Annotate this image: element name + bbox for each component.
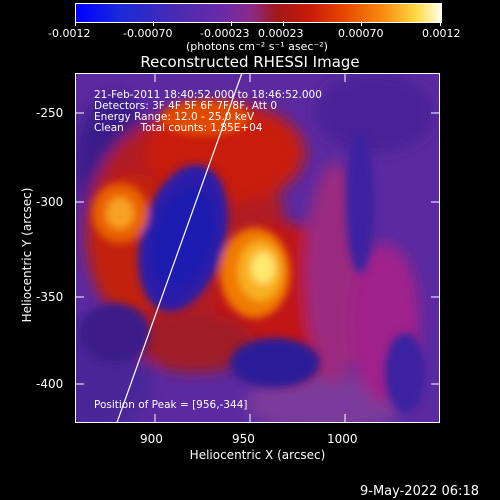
- colorbar-units: (photons cm⁻² s⁻¹ asec⁻²): [186, 40, 328, 53]
- y-tick-label: -400: [36, 377, 64, 391]
- colorbar-tick-label: 0.00070: [338, 27, 384, 40]
- x-tick-label: 900: [140, 432, 163, 446]
- y-axis-title: Heliocentric Y (arcsec): [20, 187, 34, 323]
- info-line: Detectors: 3F 4F 5F 6F 7F 8F, Att 0: [94, 100, 278, 112]
- peak-position-label: Position of Peak = [956,-344]: [94, 399, 248, 411]
- colorbar-tick-label: 0.00023: [258, 27, 304, 40]
- colorbar-ticks: [75, 21, 441, 27]
- y-tick-label: -250: [36, 106, 64, 120]
- y-tick-label: -300: [36, 195, 64, 209]
- colorbar-tick-label: 0.0012: [422, 27, 461, 40]
- info-line: Clean Total counts: 1.85E+04: [94, 122, 263, 134]
- x-axis-title: Heliocentric X (arcsec): [189, 448, 326, 462]
- plot-title: Reconstructed RHESSI Image: [140, 53, 360, 71]
- y-tick-label: -350: [36, 290, 64, 304]
- x-tick-label: 1000: [327, 432, 358, 446]
- x-tick-label: 950: [232, 432, 255, 446]
- info-line: Energy Range: 12.0 - 25.0 keV: [94, 111, 255, 123]
- colorbar-tick-label: -0.00070: [123, 27, 173, 40]
- info-line: 21-Feb-2011 18:40:52.000 to 18:46:52.000: [94, 89, 322, 101]
- colorbar-tick-label: -0.0012: [48, 27, 91, 40]
- colorbar-tick-label: -0.00023: [200, 27, 250, 40]
- footer-timestamp: 9-May-2022 06:18: [360, 484, 479, 499]
- rhessi-image: [75, 73, 440, 423]
- colorbar: [75, 3, 442, 23]
